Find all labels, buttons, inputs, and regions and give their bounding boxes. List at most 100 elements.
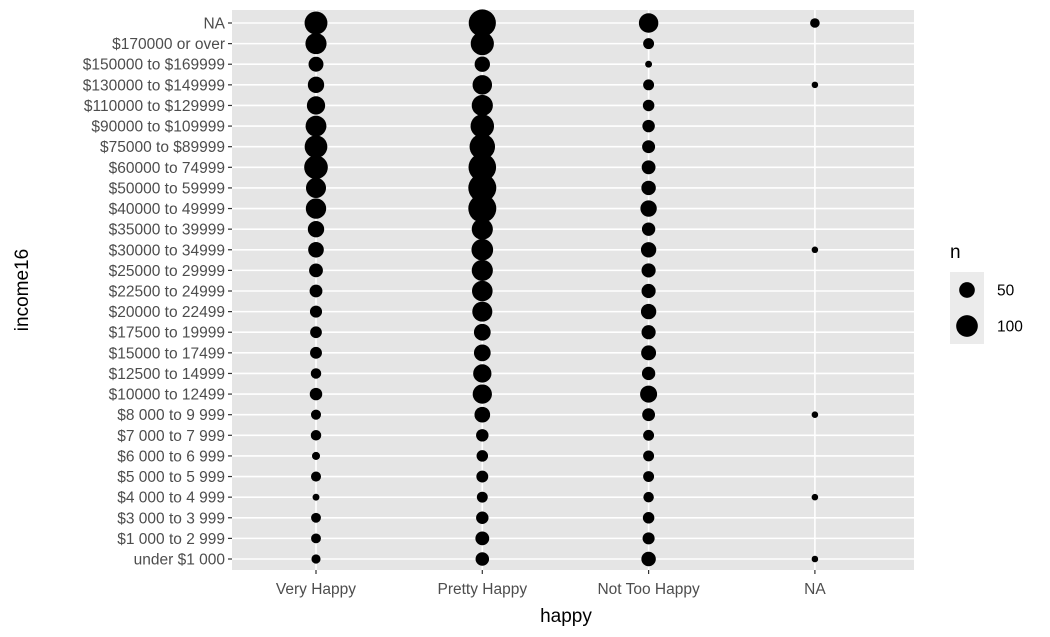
data-point xyxy=(471,238,494,261)
y-tick-label: $20000 to 22499 xyxy=(109,304,225,321)
data-point xyxy=(476,491,488,503)
y-tick-label: $4 000 to 4 999 xyxy=(117,490,225,507)
data-point xyxy=(640,385,658,403)
y-tick-label: NA xyxy=(203,16,225,33)
data-point xyxy=(308,241,324,258)
data-point xyxy=(305,177,327,198)
data-point xyxy=(641,160,656,175)
data-point xyxy=(640,242,657,258)
legend-label: 50 xyxy=(997,283,1015,300)
data-point xyxy=(310,368,322,379)
data-point xyxy=(473,323,491,341)
y-tick-label: under $1 000 xyxy=(134,552,226,569)
data-point xyxy=(311,533,321,544)
data-point xyxy=(471,259,493,281)
x-tick-label: Very Happy xyxy=(276,581,356,598)
data-point xyxy=(643,38,655,50)
y-tick-label: $35000 to 39999 xyxy=(109,222,225,239)
y-tick-label: $25000 to 29999 xyxy=(109,263,225,280)
data-point xyxy=(476,511,489,524)
data-point xyxy=(641,180,656,196)
data-point xyxy=(640,200,657,217)
data-point xyxy=(472,384,492,404)
data-point xyxy=(310,471,322,482)
x-axis: Very Happy Pretty Happy Not Too Happy NA xyxy=(276,570,826,598)
data-point xyxy=(309,263,323,278)
y-tick-label: $75000 to $89999 xyxy=(100,139,225,156)
y-axis-title: income16 xyxy=(12,249,33,331)
data-point xyxy=(473,344,491,362)
y-tick-label: $130000 to $149999 xyxy=(83,77,225,94)
data-point xyxy=(473,364,492,383)
data-point xyxy=(310,326,322,339)
x-tick-label: Pretty Happy xyxy=(437,581,527,598)
data-point xyxy=(475,531,490,546)
data-point xyxy=(309,387,323,401)
data-point xyxy=(642,119,655,133)
data-point xyxy=(475,552,490,566)
y-tick-label: $150000 to $169999 xyxy=(83,57,225,74)
y-tick-label: $6 000 to 6 999 xyxy=(117,448,225,465)
data-point xyxy=(476,429,489,442)
data-point xyxy=(468,173,497,202)
data-point xyxy=(476,450,489,462)
data-point xyxy=(643,471,655,482)
data-point xyxy=(643,429,655,441)
data-point xyxy=(306,96,326,115)
x-tick-label: Not Too Happy xyxy=(597,581,699,598)
data-point xyxy=(305,115,327,137)
data-point xyxy=(310,409,322,420)
data-point xyxy=(310,430,322,441)
data-point xyxy=(811,411,819,418)
legend-label: 100 xyxy=(997,319,1023,336)
data-point xyxy=(307,76,325,94)
data-point xyxy=(645,60,653,68)
y-tick-label: $90000 to $109999 xyxy=(91,119,225,136)
points-layer xyxy=(304,9,820,567)
data-point xyxy=(307,220,325,238)
data-point xyxy=(309,284,323,298)
data-point xyxy=(642,512,655,524)
data-point xyxy=(304,135,328,159)
y-tick-label: $17500 to 19999 xyxy=(109,325,225,342)
y-tick-label: $15000 to 17499 xyxy=(109,345,225,362)
data-point xyxy=(471,94,493,117)
data-point xyxy=(643,450,655,462)
y-tick-label: $1 000 to 2 999 xyxy=(117,531,225,548)
data-point xyxy=(472,280,493,302)
data-point xyxy=(310,346,322,359)
data-point xyxy=(474,406,491,423)
data-point xyxy=(811,555,819,563)
x-tick-label: NA xyxy=(804,581,826,598)
data-point xyxy=(469,133,496,160)
data-point xyxy=(304,155,328,180)
data-point xyxy=(642,140,656,154)
data-point xyxy=(640,303,657,320)
data-point xyxy=(641,345,657,361)
data-point xyxy=(641,263,656,278)
y-axis: under $1 000 $1 000 to 2 999 $3 000 to 3 9… xyxy=(83,16,232,569)
y-tick-label: $10000 to 12499 xyxy=(109,387,225,404)
data-point xyxy=(304,11,328,35)
data-point xyxy=(472,75,493,95)
data-point xyxy=(641,551,656,567)
data-point xyxy=(468,153,497,182)
data-point xyxy=(641,366,656,381)
legend-title: n xyxy=(950,242,961,263)
data-point xyxy=(476,470,489,483)
data-point xyxy=(311,554,321,564)
y-tick-label: $40000 to 49999 xyxy=(109,201,225,218)
data-point xyxy=(642,408,656,422)
data-point xyxy=(811,246,819,254)
y-tick-label: $60000 to 74999 xyxy=(109,160,225,177)
data-point xyxy=(468,194,497,223)
y-tick-label: $170000 or over xyxy=(112,36,225,53)
data-point xyxy=(474,56,490,72)
data-point xyxy=(305,33,327,55)
data-point xyxy=(312,493,320,501)
legend: n 50 100 xyxy=(950,242,1023,344)
plot-panel xyxy=(232,10,914,570)
data-point xyxy=(641,283,656,299)
